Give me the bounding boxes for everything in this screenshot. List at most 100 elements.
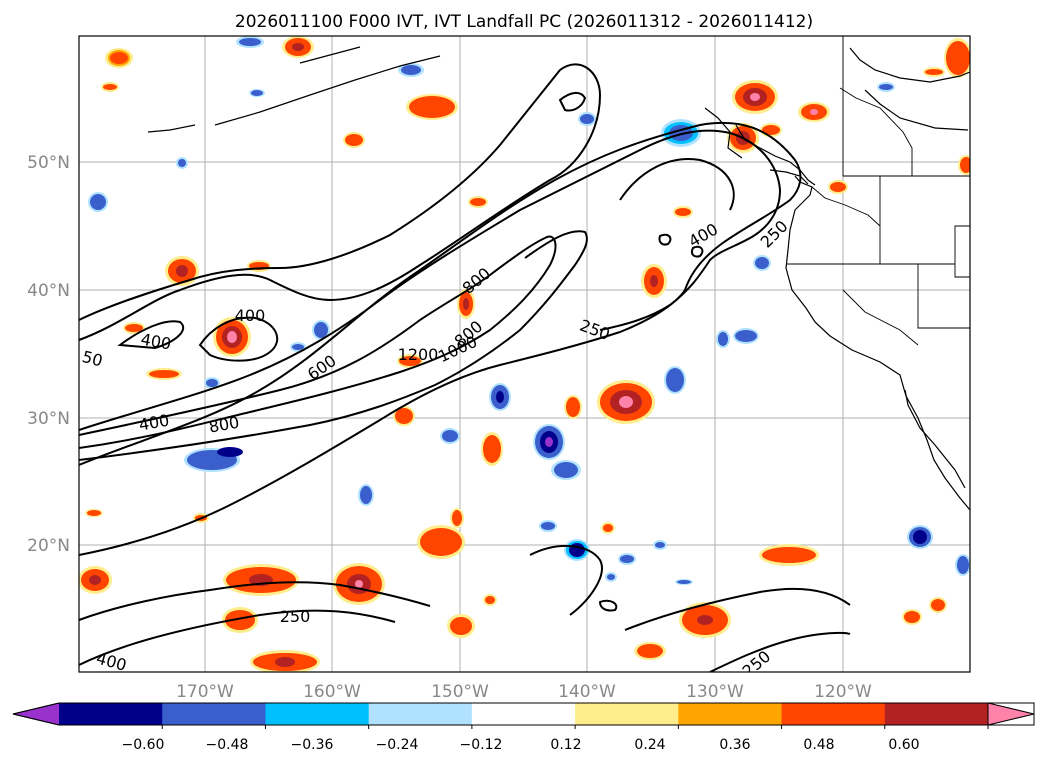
lon-label: 120°W [814,682,872,702]
positive-anomaly-patches [79,36,970,672]
positive-patch [958,155,970,175]
colorbar-segment [884,703,989,725]
negative-patch [653,540,667,550]
contour-label: 50 [80,347,105,371]
longitude-labels: 170°W 160°W 150°W 140°W 130°W 120°W [176,682,872,702]
positive-patch [85,509,103,517]
positive-patch [601,522,615,534]
positive-patch [597,380,655,424]
negative-patch [312,320,330,340]
colorbar-tick-label: 0.24 [634,737,665,753]
positive-patch [146,368,182,380]
negative-patch [88,192,108,212]
colorbar-tick-label: −0.60 [122,737,165,753]
negative-patch [551,460,581,480]
political-borders [786,36,970,346]
negative-patch [440,428,460,444]
negative-patch [358,484,374,506]
colorbar-tick-label: −0.24 [376,737,419,753]
colorbar-outline [12,702,1035,726]
positive-patch [468,196,488,208]
colorbar-tick-label: −0.48 [206,737,249,753]
positive-patch [447,614,475,638]
lon-label: 140°W [558,682,616,702]
colorbar-segments [12,702,1035,726]
positive-patch [634,642,666,660]
negative-patch [533,424,565,460]
colorbar-segment [265,703,370,725]
positive-patch [250,650,320,672]
colorbar-tick-label: −0.12 [460,737,503,753]
colorbar-segment [471,703,576,725]
negative-patch [605,572,617,582]
positive-patch [393,406,415,426]
plot-area: 400 250 400 400 400 50 800 600 1200 1000… [79,36,970,672]
positive-patch [222,607,258,633]
negative-patch [249,89,265,97]
negative-patch [204,377,220,389]
colorbar-segment [678,703,783,725]
positive-patch [828,180,848,194]
lat-label: 20°N [27,536,70,556]
colorbar-ticks [161,725,989,729]
negative-patch [664,366,686,394]
positive-patch [123,322,145,334]
colorbar-tick-label: 0.12 [550,737,581,753]
lat-label: 50°N [27,153,70,173]
negative-patch [176,157,188,169]
colorbar-segment [368,703,473,725]
negative-patch [578,112,596,126]
lon-label: 170°W [176,682,234,702]
positive-patch [759,544,819,566]
positive-patch [333,563,385,605]
positive-patch [641,264,667,298]
positive-patch [101,82,119,92]
negative-patch [753,255,771,271]
ivt-contours [79,63,851,672]
colorbar: −0.60 −0.48 −0.36 −0.24 −0.12 0.12 0.24 … [12,702,1035,753]
positive-patch [483,594,497,606]
positive-patch [732,80,778,114]
negative-patch [675,579,693,585]
colorbar-extend-min [13,703,59,725]
colorbar-extend-max [987,702,1035,726]
coastlines [147,46,970,511]
positive-patch [213,317,251,357]
contour-label: 1200 [398,345,439,364]
negative-patch [217,447,243,457]
colorbar-segment [59,703,163,725]
positive-patch [457,289,475,319]
negative-patch [907,525,933,549]
positive-patch [417,525,465,559]
positive-patch [929,597,947,613]
lat-label: 30°N [27,409,70,429]
positive-patch [673,206,693,218]
contour-label: 250 [280,607,311,626]
positive-patch [79,566,112,594]
latitude-labels: 50°N 40°N 30°N 20°N [27,153,70,556]
lon-label: 160°W [303,682,361,702]
positive-patch [923,67,945,77]
negative-patch [716,330,730,348]
positive-patch [944,38,970,78]
positive-patch [282,36,314,58]
colorbar-tick-label: 0.36 [719,737,750,753]
colorbar-tick-label: 0.48 [803,737,834,753]
positive-patch [450,508,464,528]
positive-patch [902,609,922,625]
positive-patch [397,354,423,368]
positive-patch [481,432,503,466]
positive-patch [343,132,365,148]
colorbar-tick-label: −0.36 [291,737,334,753]
negative-patch [877,82,895,92]
map-title: 2026011100 F000 IVT, IVT Landfall PC (20… [235,12,813,32]
positive-patch [165,256,199,286]
negative-patch [489,383,511,411]
negative-patch [236,36,264,48]
colorbar-tick-labels: −0.60 −0.48 −0.36 −0.24 −0.12 0.12 0.24 … [122,737,920,753]
positive-patch [247,260,271,272]
positive-patch [679,602,731,638]
colorbar-segment [575,703,679,725]
negative-patch [539,520,557,532]
lat-label: 40°N [27,281,70,301]
